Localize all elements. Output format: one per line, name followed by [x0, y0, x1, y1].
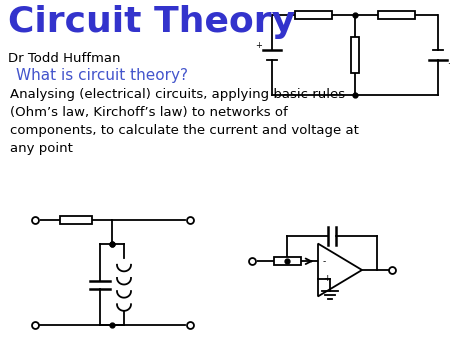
- Text: Dr Todd Huffman: Dr Todd Huffman: [8, 52, 121, 65]
- Bar: [295, 11, 332, 19]
- Bar: [60, 216, 92, 224]
- Bar: [274, 257, 301, 265]
- Bar: [351, 37, 359, 73]
- Text: +: +: [256, 42, 262, 50]
- Text: Circuit Theory: Circuit Theory: [8, 5, 295, 39]
- Text: +: +: [323, 274, 330, 283]
- Text: +: +: [448, 59, 450, 69]
- Text: Analysing (electrical) circuits, applying basic rules
(Ohm’s law, Kirchoff’s law: Analysing (electrical) circuits, applyin…: [10, 88, 359, 155]
- Text: What is circuit theory?: What is circuit theory?: [16, 68, 188, 83]
- Bar: [378, 11, 415, 19]
- Text: -: -: [323, 257, 326, 266]
